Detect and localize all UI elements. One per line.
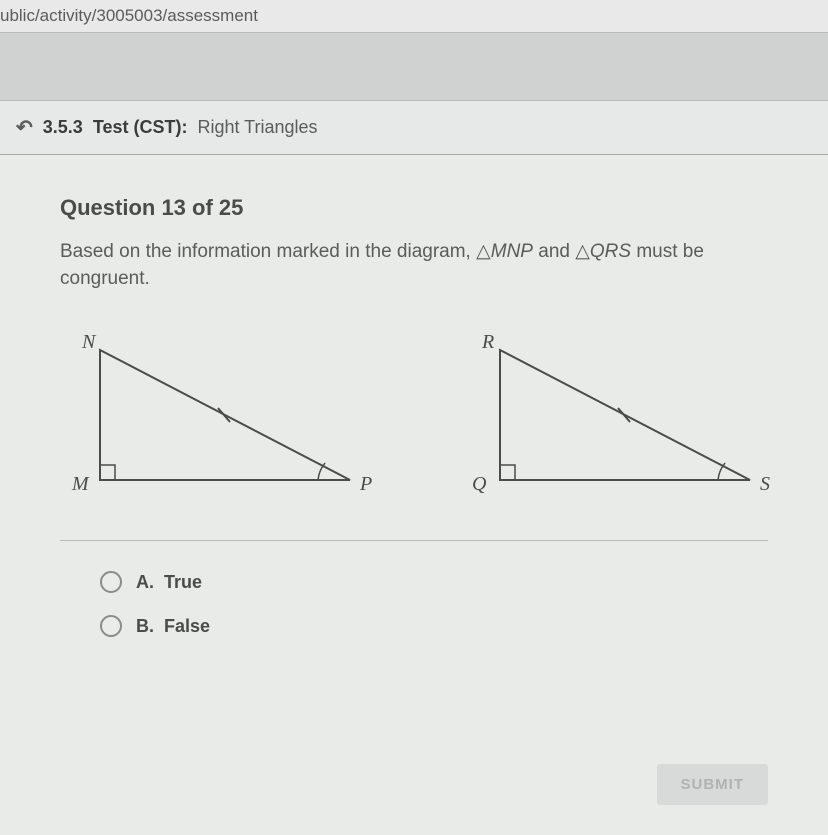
question-text-mid: and (533, 241, 575, 262)
triangle-symbol-2: △ (575, 241, 590, 262)
content-area: Question 13 of 25 Based on the informati… (0, 155, 828, 835)
question-header: Question 13 of 25 (60, 195, 768, 221)
vertex-p: P (359, 473, 372, 495)
question-text: Based on the information marked in the d… (60, 239, 768, 292)
triangle-symbol-1: △ (476, 241, 491, 262)
option-b-letter: B. (136, 616, 154, 636)
vertex-q: Q (472, 473, 487, 495)
breadcrumb-test-label: Test (CST): (93, 117, 188, 138)
breadcrumb: ↶ 3.5.3 Test (CST): Right Triangles (0, 101, 828, 155)
breadcrumb-title: Right Triangles (197, 117, 317, 138)
header-spacer (0, 33, 828, 101)
vertex-s: S (760, 473, 770, 495)
option-a-letter: A. (136, 572, 154, 592)
triangle-name-1: MNP (491, 241, 533, 262)
back-arrow-icon[interactable]: ↶ (16, 115, 33, 140)
vertex-n: N (81, 331, 97, 353)
option-a[interactable]: A. True (100, 571, 768, 593)
options-list: A. True B. False (100, 571, 768, 637)
vertex-r: R (481, 331, 494, 353)
triangle-qrs: R Q S (460, 320, 780, 510)
question-text-1: Based on the information marked in the d… (60, 241, 476, 262)
option-b-text: False (164, 616, 210, 636)
url-text: ublic/activity/3005003/assessment (0, 6, 258, 25)
option-b-label: B. False (136, 616, 210, 637)
diagram-area: N M P R Q S (60, 320, 768, 520)
radio-a[interactable] (100, 571, 122, 593)
option-a-text: True (164, 572, 202, 592)
vertex-m: M (71, 473, 90, 495)
submit-button[interactable]: SUBMIT (657, 764, 769, 805)
option-b[interactable]: B. False (100, 615, 768, 637)
url-bar: ublic/activity/3005003/assessment (0, 0, 828, 33)
triangle-mnp: N M P (60, 320, 380, 510)
radio-b[interactable] (100, 615, 122, 637)
divider (60, 540, 768, 541)
option-a-label: A. True (136, 572, 202, 593)
breadcrumb-number: 3.5.3 (43, 117, 83, 138)
triangle-name-2: QRS (590, 241, 631, 262)
